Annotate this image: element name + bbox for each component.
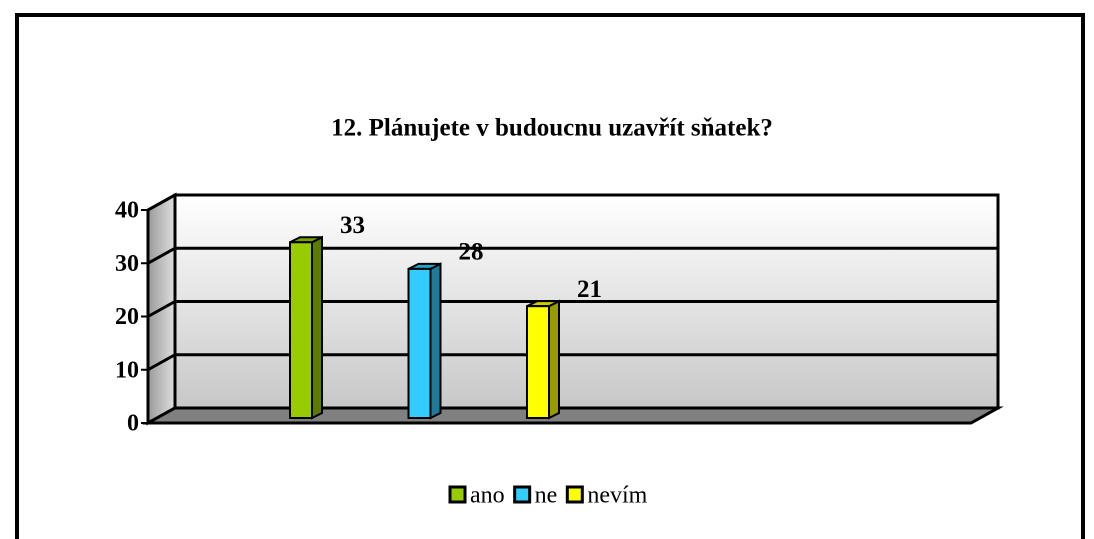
- y-tick-label: 0: [127, 411, 139, 437]
- bar-side: [429, 262, 442, 420]
- legend-swatch: [565, 485, 584, 504]
- bar: [407, 267, 432, 419]
- legend-label: nevím: [587, 483, 647, 509]
- floor: [142, 406, 1004, 425]
- y-tick-label: 40: [115, 198, 139, 224]
- value-label: 21: [577, 276, 602, 303]
- y-tick-label: 10: [115, 357, 139, 383]
- value-label: 33: [340, 212, 365, 239]
- legend-label: ano: [470, 483, 505, 509]
- bar: [289, 241, 313, 419]
- chart-title: 12. Plánujete v budoucnu uzavřít sňatek?: [331, 115, 773, 142]
- y-tick-label: 30: [115, 251, 139, 277]
- legend-swatch: [448, 485, 467, 504]
- grid-line: [147, 246, 998, 265]
- bar-side: [311, 235, 323, 420]
- legend-label: ne: [535, 483, 558, 509]
- bar-side: [548, 299, 560, 420]
- bar: [526, 305, 550, 419]
- grid-line: [147, 300, 998, 318]
- value-label: 28: [459, 239, 484, 266]
- grid-line: [147, 353, 998, 372]
- legend-swatch: [513, 485, 532, 504]
- y-tick-label: 20: [115, 304, 139, 330]
- grid-line: [147, 193, 998, 212]
